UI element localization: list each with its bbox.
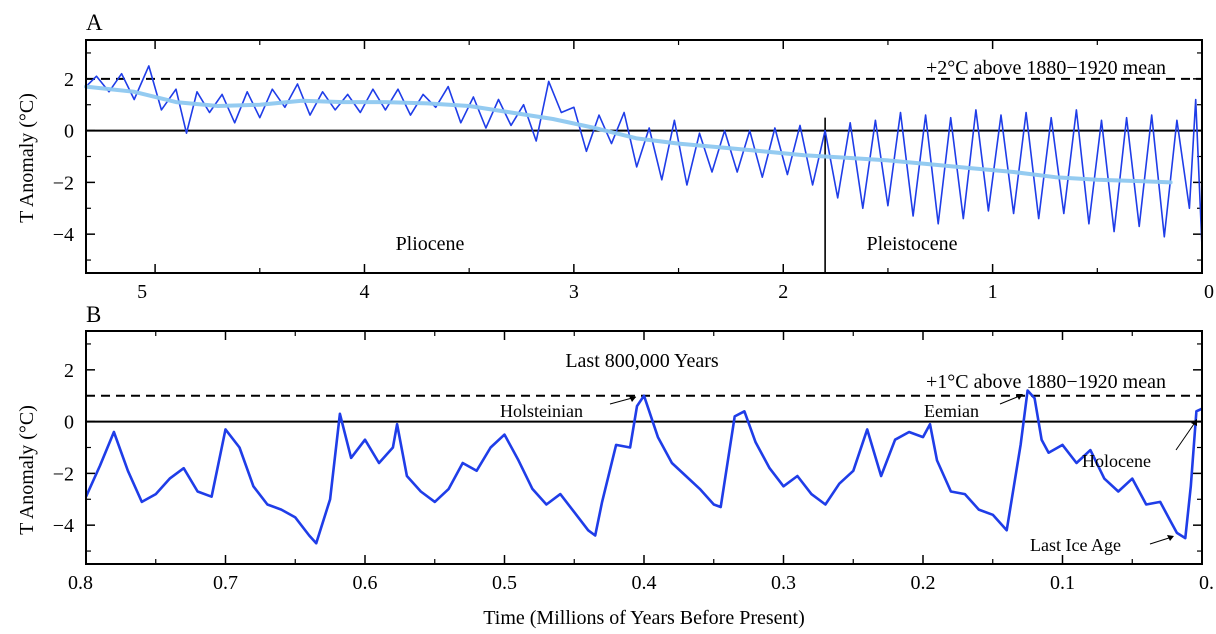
panel-a-ylabel: T Anomaly (°C): [16, 93, 38, 223]
holocene-label: Holocene: [1082, 451, 1151, 471]
x-axis-title: Time (Millions of Years Before Present): [483, 607, 804, 629]
panel-a-frame: [85, 39, 1203, 274]
x-tick-label: 0.: [1199, 572, 1214, 594]
y-tick-label: 0: [64, 412, 74, 434]
x-tick-label: 1: [988, 281, 998, 303]
last-ice-age-arrow: [1149, 536, 1173, 545]
panel-b-y-ticks: −4 −2 0 2: [53, 343, 1202, 552]
panel-b-x-ticks: 0.8 0.7 0.6 0.5 0.4 0.3 0.2 0.1 0.: [68, 331, 1214, 594]
x-tick-label: 0.1: [1050, 572, 1075, 594]
y-tick-label: −2: [53, 172, 74, 194]
x-tick-label: 3: [569, 281, 579, 303]
x-tick-label: 0.6: [353, 572, 378, 594]
panel-b-title: Last 800,000 Years: [565, 350, 719, 372]
pliocene-label: Pliocene: [396, 233, 465, 255]
x-tick-label: 2: [778, 281, 788, 303]
panel-a-raw-series: [85, 65, 1203, 248]
y-tick-label: −4: [53, 515, 74, 537]
panel-a: A T Anomaly (°C) −4 −2 0 2 5 4 3 2 1 0 +2°C abov…: [16, 10, 1214, 303]
holocene-arrowhead: [1191, 419, 1197, 426]
x-tick-label: 0.2: [911, 572, 936, 594]
y-tick-label: 2: [64, 360, 74, 382]
eemian-arrowhead: [1016, 394, 1023, 400]
x-tick-label: 0.8: [68, 572, 93, 594]
x-tick-label: 5: [137, 281, 147, 303]
panel-a-letter: A: [86, 10, 103, 35]
x-tick-label: 0.4: [632, 572, 657, 594]
panel-a-y-ticks: −4 −2 0 2: [53, 52, 1202, 261]
y-tick-label: −2: [53, 463, 74, 485]
y-tick-label: 2: [64, 69, 74, 91]
panel-b-ylabel: T Anomaly (°C): [16, 405, 38, 535]
panel-a-smooth-series: [84, 84, 1173, 185]
y-tick-label: 0: [64, 121, 74, 143]
pleistocene-label: Pleistocene: [866, 233, 957, 255]
holocene-arrow: [1175, 420, 1197, 451]
eemian-label: Eemian: [924, 401, 979, 421]
panel-a-x-ticks: 5 4 3 2 1 0: [137, 40, 1214, 303]
last-ice-age-arrowhead: [1167, 535, 1174, 541]
last-ice-age-label: Last Ice Age: [1030, 535, 1121, 555]
panel-b: B T Anomaly (°C) −4−202 0.8 0.7 0.6 0.5 0.4 0…: [16, 302, 1214, 629]
x-tick-label: 4: [359, 281, 369, 303]
holsteinian-arrowhead: [629, 396, 636, 402]
x-tick-label: 0.5: [492, 572, 517, 594]
panel-b-series: [84, 389, 1203, 545]
panel-b-frame: [85, 330, 1203, 565]
y-tick-label: −4: [53, 224, 74, 246]
x-tick-label: 0: [1204, 281, 1214, 303]
panel-b-reference-label: +1°C above 1880−1920 mean: [926, 371, 1166, 393]
x-tick-label: 0.3: [771, 572, 796, 594]
holsteinian-label: Holsteinian: [500, 401, 583, 421]
x-tick-label: 0.7: [213, 572, 238, 594]
panel-a-reference-label: +2°C above 1880−1920 mean: [926, 57, 1166, 79]
panel-b-letter: B: [86, 302, 101, 327]
